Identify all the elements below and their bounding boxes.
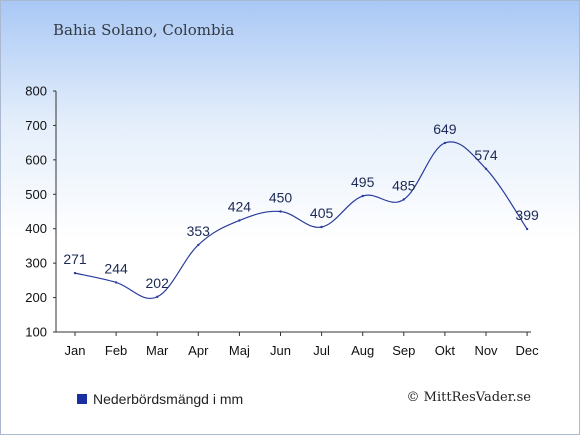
x-tick-label: Nov xyxy=(474,343,498,358)
line-chart: 100 200 300 400 500 600 700 800 Jan Feb Mar Apr Maj J… xyxy=(25,84,540,359)
copyright-notice: © MittResVader.se xyxy=(406,390,531,405)
x-tick-label: Jul xyxy=(313,343,330,358)
data-label: 405 xyxy=(310,205,334,221)
x-tick-label: Sep xyxy=(392,343,415,358)
y-tick-label: 600 xyxy=(25,152,47,167)
data-point xyxy=(484,167,488,171)
legend-swatch xyxy=(77,394,87,404)
x-tick-label: Dec xyxy=(516,343,540,358)
data-label: 574 xyxy=(474,147,498,163)
data-point xyxy=(443,141,447,145)
data-point xyxy=(361,194,364,198)
legend-label: Nederbördsmängd i mm xyxy=(93,391,244,407)
y-tick-label: 200 xyxy=(25,290,47,305)
data-point xyxy=(238,219,241,222)
x-tick-label: Aug xyxy=(351,343,374,358)
y-tick-label: 800 xyxy=(25,84,47,99)
y-tick-label: 100 xyxy=(25,325,47,340)
x-tick-label: Mar xyxy=(146,343,169,358)
x-tick-label: Apr xyxy=(188,343,209,358)
y-tick-label: 700 xyxy=(25,118,47,133)
data-label: 399 xyxy=(515,207,539,223)
y-tick-label: 500 xyxy=(25,187,47,202)
data-label: 353 xyxy=(187,223,211,239)
data-point xyxy=(320,225,323,229)
x-tick-label: Jun xyxy=(270,343,291,358)
chart-title: Bahia Solano, Colombia xyxy=(53,21,235,39)
data-label: 244 xyxy=(104,260,128,276)
x-tick-label: Maj xyxy=(229,343,250,358)
data-label: 450 xyxy=(269,190,293,206)
data-point xyxy=(402,198,405,201)
data-label: 495 xyxy=(351,174,375,190)
data-label: 202 xyxy=(146,275,170,291)
legend: Nederbördsmängd i mm xyxy=(77,391,243,407)
data-label: 485 xyxy=(392,177,416,193)
y-tick-label: 400 xyxy=(25,221,47,236)
data-point xyxy=(73,271,77,275)
y-tick-label: 300 xyxy=(25,256,47,271)
data-label: 424 xyxy=(228,198,252,214)
data-point xyxy=(197,243,200,247)
x-tick-label: Feb xyxy=(105,343,127,358)
data-label: 271 xyxy=(63,251,87,267)
data-label: 649 xyxy=(433,121,457,137)
data-point xyxy=(156,295,159,299)
x-tick-label: Okt xyxy=(435,343,456,358)
data-point xyxy=(114,281,118,284)
series-line xyxy=(74,141,528,299)
data-point xyxy=(525,227,529,231)
data-point xyxy=(279,210,282,213)
x-tick-label: Jan xyxy=(65,343,86,358)
